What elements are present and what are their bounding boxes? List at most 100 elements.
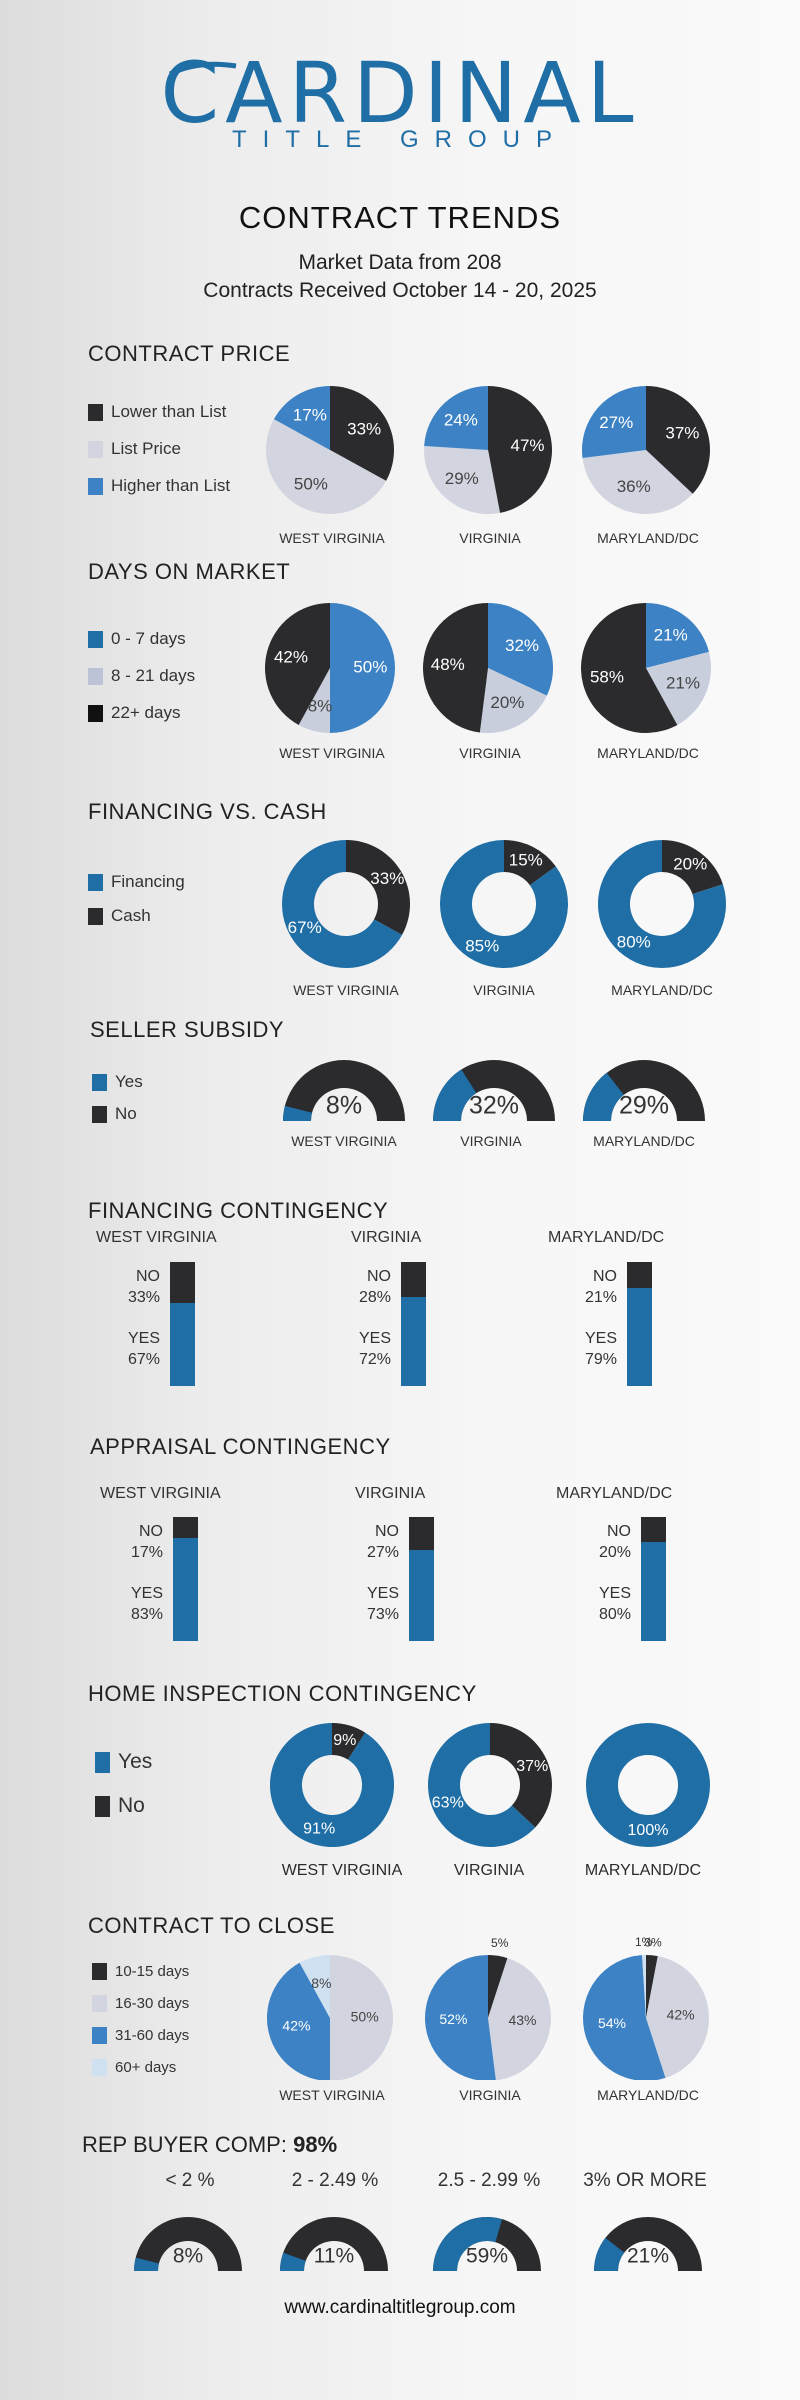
slice-higher-than-list — [582, 386, 646, 459]
data-label: 32% — [505, 636, 539, 655]
slice-list-price — [266, 419, 387, 514]
legend-contract-price: Lower than List List Price Higher than L… — [88, 402, 230, 496]
bar-label-no: NO 20% — [598, 1523, 631, 1561]
legend-item: 60+ days — [92, 2059, 189, 2076]
slice-16-30-days — [646, 1956, 709, 2078]
gauge-value — [433, 2217, 503, 2271]
region-label: WEST VIRGINIA — [100, 1485, 221, 1502]
bar-label-yes: YES 67% — [127, 1329, 160, 1368]
data-label: 21% — [666, 673, 700, 692]
region-label: VIRGINIA — [355, 1485, 426, 1502]
logo-swoosh-icon — [168, 61, 237, 77]
region-label: VIRGINIA — [453, 1862, 525, 1879]
legend-item: No — [95, 1794, 152, 1818]
gauge-track — [280, 2217, 388, 2271]
data-label: 36% — [617, 477, 651, 496]
page-subtitle-line1: Market Data from 208 — [298, 251, 502, 274]
bar-label-no: NO 28% — [358, 1268, 391, 1306]
slice-16-30-days — [330, 1955, 393, 2080]
slice-10-15-days — [488, 1955, 508, 2018]
gauge-mask — [278, 2271, 390, 2275]
page-subtitle-line2: Contracts Received October 14 - 20, 2025 — [203, 279, 597, 302]
slice-60-days — [642, 1955, 646, 2018]
region-label: VIRGINIA — [460, 1133, 522, 1149]
bar-no — [409, 1517, 434, 1551]
brand-logo: CARDINAL — [160, 44, 640, 142]
slice-financing — [440, 840, 568, 968]
slice-higher-than-list — [273, 386, 330, 450]
data-label: 3% — [644, 1936, 662, 1950]
data-label: 29% — [619, 1092, 669, 1120]
data-label: 33% — [347, 419, 381, 438]
legend-item: 0 - 7 days — [88, 629, 195, 649]
chart-home-inspection: 9% 91% 37% 63% 100% — [270, 1723, 710, 1847]
region-label: WEST VIRGINIA — [279, 2087, 385, 2103]
region-label: MARYLAND/DC — [611, 982, 713, 998]
chart-days-on-market: 50% 8% 42% 32% 20% 48% 21% 21% 58% — [265, 603, 711, 733]
gauge-value — [594, 2237, 625, 2271]
bar-label-no: NO 27% — [366, 1523, 399, 1561]
footer-website-link[interactable]: www.cardinaltitlegroup.com — [284, 2297, 516, 2318]
data-label: 37% — [665, 424, 699, 443]
data-label: 80% — [617, 932, 651, 951]
bar-label-no: NO 17% — [130, 1523, 163, 1561]
region-label: MARYLAND/DC — [597, 530, 699, 546]
gauge-value — [433, 1069, 477, 1121]
slice-31-60-days — [267, 1962, 330, 2080]
bar-label-yes: YES 72% — [358, 1329, 391, 1368]
comp-category: 2.5 - 2.99 % — [437, 2170, 541, 2191]
slice-cash — [504, 840, 556, 886]
slice-31-60-days — [425, 1955, 496, 2080]
bar-yes — [641, 1541, 666, 1641]
data-label: 8% — [173, 2245, 203, 2268]
legend-item: 16-30 days — [92, 1995, 189, 2012]
data-label: 8% — [326, 1092, 362, 1120]
data-label: 63% — [432, 1794, 464, 1811]
comp-category: < 2 % — [165, 2170, 215, 2191]
data-label: 21% — [654, 626, 688, 645]
bar-no — [627, 1262, 652, 1289]
region-label: VIRGINIA — [473, 982, 535, 998]
section-title-contract-price: CONTRACT PRICE — [88, 341, 291, 366]
data-label: 85% — [465, 936, 499, 955]
slice-0-7-days — [488, 603, 553, 696]
slice-10-15-days — [646, 1955, 658, 2018]
data-label: 58% — [590, 668, 624, 687]
section-title-rep-buyer-comp: REP BUYER COMP: 98% — [82, 2132, 338, 2157]
bar-label-yes: YES 79% — [584, 1329, 617, 1368]
bar-yes — [409, 1550, 434, 1641]
gauge-value — [583, 1072, 624, 1121]
slice-8-21-days — [646, 651, 711, 725]
region-label: WEST VIRGINIA — [291, 1133, 397, 1149]
slice-60-days — [299, 1955, 330, 2018]
data-label: 47% — [510, 436, 544, 455]
slice-lower-than-list — [330, 386, 394, 481]
data-label: 20% — [673, 855, 707, 874]
gauge-mask — [132, 2271, 244, 2275]
region-label: MARYLAND/DC — [597, 2087, 699, 2103]
region-label: VIRGINIA — [459, 530, 521, 546]
bar-no — [641, 1517, 666, 1542]
slice-22-days — [422, 603, 488, 733]
slice-lower-than-list — [646, 386, 710, 494]
chart-contract-price: 33% 50% 17% 47% 29% 24% 37% 36% 27% — [266, 386, 710, 514]
region-label: MARYLAND/DC — [593, 1133, 695, 1149]
legend-item: Yes — [92, 1072, 143, 1092]
bar-label-yes: YES 80% — [598, 1584, 631, 1623]
data-label: 1% — [635, 1935, 653, 1949]
slice-8-21-days — [298, 668, 330, 733]
rep-buyer-comp-total: 98% — [293, 2132, 338, 2157]
bar-label-no: NO 21% — [584, 1268, 617, 1306]
section-title-financing-contingency: FINANCING CONTINGENCY — [88, 1198, 389, 1223]
data-label: 100% — [628, 1822, 669, 1839]
gauge-track — [283, 1060, 405, 1121]
slice-cash — [346, 840, 410, 935]
slice-0-7-days — [330, 603, 395, 733]
comp-category: 2 - 2.49 % — [291, 2170, 379, 2191]
region-label: MARYLAND/DC — [584, 1862, 702, 1879]
data-label: 42% — [274, 647, 308, 666]
legend-item: Yes — [95, 1750, 152, 1774]
gauge-value — [134, 2257, 159, 2271]
data-label: 11% — [314, 2245, 354, 2268]
region-label: WEST VIRGINIA — [281, 1862, 403, 1879]
